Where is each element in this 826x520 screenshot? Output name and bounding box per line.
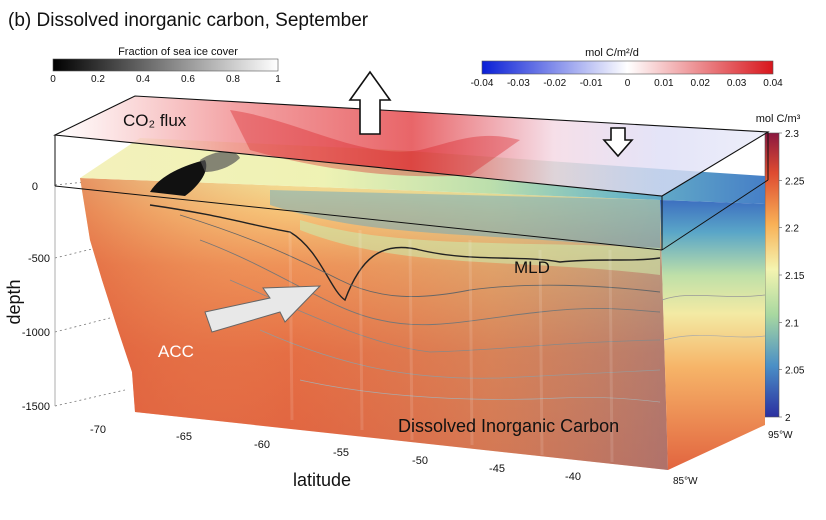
dic-colorbar: mol C/m³ 2.3 2.25 2.2 2.15 2.1 2.05 2 xyxy=(756,113,805,424)
dic-colorbar-tick-label: 2.25 xyxy=(785,176,805,187)
flux-colorbar-tick-label: -0.03 xyxy=(507,78,530,89)
latitude-tick: -55 xyxy=(333,447,349,459)
dic-colorbar-ramp xyxy=(764,132,780,418)
lon-east-label: 95°W xyxy=(768,430,793,441)
dic-colorbar-tick-label: 2.3 xyxy=(785,129,799,140)
ice-colorbar: Fraction of sea ice cover 0 0.2 0.4 0.6 0.8 1 xyxy=(50,46,281,85)
flux-colorbar: mol C/m²/d -0.04 -0.03 -0.02 -0.01 0 0.01 0.02… xyxy=(471,47,784,89)
lon-west-label: 85°W xyxy=(673,476,698,487)
flux-colorbar-unit: mol C/m²/d xyxy=(585,47,639,59)
axis-guides xyxy=(54,181,126,407)
depth-tick: -1500 xyxy=(22,401,50,413)
co2-flux-plane xyxy=(53,95,770,251)
depth-axis: depth 0 -500 -1000 -1500 xyxy=(4,181,50,413)
ice-colorbar-label: Fraction of sea ice cover xyxy=(118,46,238,58)
dic-label: Dissolved Inorganic Carbon xyxy=(398,416,619,436)
flux-colorbar-ticks: -0.04 -0.03 -0.02 -0.01 0 0.01 0.02 0.03 0.04 xyxy=(471,78,784,89)
flux-colorbar-tick-label: 0.03 xyxy=(727,78,747,89)
flux-colorbar-ramp xyxy=(481,60,774,75)
dic-colorbar-tick-label: 2 xyxy=(785,413,791,424)
ice-colorbar-tick-label: 0.6 xyxy=(181,74,195,85)
dic-colorbar-tick-label: 2.2 xyxy=(785,224,799,235)
dic-colorbar-tick-label: 2.1 xyxy=(785,318,799,329)
dic-colorbar-tick-label: 2.05 xyxy=(785,366,805,377)
dic-colorbar-tick-label: 2.15 xyxy=(785,271,805,282)
flux-colorbar-tick-label: 0.01 xyxy=(654,78,674,89)
flux-colorbar-tick-label: 0.02 xyxy=(691,78,711,89)
depth-tick: 0 xyxy=(32,181,38,193)
sea-ice-patch xyxy=(150,151,240,196)
depth-tick: -500 xyxy=(28,253,50,265)
ice-colorbar-ramp xyxy=(52,58,279,72)
flux-colorbar-tick-label: -0.02 xyxy=(543,78,566,89)
latitude-tick: -45 xyxy=(489,463,505,475)
downward-flux-arrow xyxy=(602,127,634,158)
latitude-tick: -60 xyxy=(254,439,270,451)
ice-colorbar-tick-label: 0.2 xyxy=(91,74,105,85)
ice-colorbar-tick-label: 0.8 xyxy=(226,74,240,85)
flux-colorbar-tick-label: 0.04 xyxy=(763,78,783,89)
latitude-tick: -50 xyxy=(412,455,428,467)
latitude-tick: -40 xyxy=(565,471,581,483)
flux-colorbar-tick-label: -0.04 xyxy=(471,78,494,89)
depth-axis-label: depth xyxy=(4,279,24,324)
acc-label: ACC xyxy=(158,342,194,361)
upward-flux-arrow xyxy=(348,70,392,135)
ice-colorbar-tick-label: 1 xyxy=(275,74,281,85)
co2-flux-label: CO₂ flux xyxy=(123,111,187,130)
mld-label: MLD xyxy=(514,258,550,277)
depth-tick: -1000 xyxy=(22,327,50,339)
dic-colorbar-unit: mol C/m³ xyxy=(756,113,801,125)
ice-colorbar-tick-label: 0 xyxy=(50,74,56,85)
latitude-axis-label: latitude xyxy=(293,470,351,490)
dic-east-face xyxy=(660,200,766,470)
ice-colorbar-tick-label: 0.4 xyxy=(136,74,150,85)
dic-colorbar-ticks: 2.3 2.25 2.2 2.15 2.1 2.05 2 xyxy=(779,129,805,424)
flux-colorbar-tick-label: 0 xyxy=(625,78,631,89)
flux-colorbar-tick-label: -0.01 xyxy=(580,78,603,89)
latitude-tick: -70 xyxy=(90,424,106,436)
dic-front-section xyxy=(80,178,668,470)
latitude-tick: -65 xyxy=(176,431,192,443)
ice-colorbar-ticks: 0 0.2 0.4 0.6 0.8 1 xyxy=(50,74,281,85)
latitude-axis: -70 -65 -60 -55 -50 -45 -40 latitude 95°… xyxy=(90,424,793,490)
figure-title: (b) Dissolved inorganic carbon, Septembe… xyxy=(8,10,369,31)
acc-arrow xyxy=(204,285,322,333)
